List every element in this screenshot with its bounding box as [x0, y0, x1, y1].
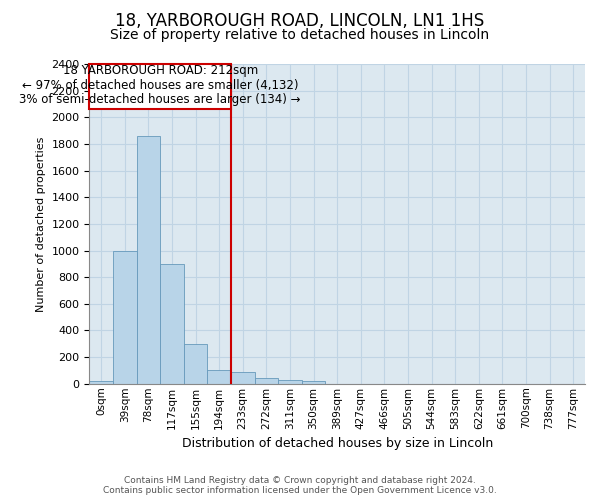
Bar — [89, 381, 113, 384]
Bar — [137, 136, 160, 384]
Bar — [278, 380, 302, 384]
FancyBboxPatch shape — [89, 64, 231, 110]
Text: ← 97% of detached houses are smaller (4,132): ← 97% of detached houses are smaller (4,… — [22, 79, 298, 92]
Bar — [231, 372, 254, 384]
Bar — [113, 250, 137, 384]
X-axis label: Distribution of detached houses by size in Lincoln: Distribution of detached houses by size … — [182, 437, 493, 450]
Bar — [160, 264, 184, 384]
Text: 3% of semi-detached houses are larger (134) →: 3% of semi-detached houses are larger (1… — [19, 94, 301, 106]
Bar — [302, 381, 325, 384]
Bar — [184, 344, 208, 384]
Text: Size of property relative to detached houses in Lincoln: Size of property relative to detached ho… — [110, 28, 490, 42]
Y-axis label: Number of detached properties: Number of detached properties — [36, 136, 46, 312]
Text: 18, YARBOROUGH ROAD, LINCOLN, LN1 1HS: 18, YARBOROUGH ROAD, LINCOLN, LN1 1HS — [115, 12, 485, 30]
Bar — [254, 378, 278, 384]
Bar — [208, 370, 231, 384]
Text: Contains HM Land Registry data © Crown copyright and database right 2024.
Contai: Contains HM Land Registry data © Crown c… — [103, 476, 497, 495]
Text: 18 YARBOROUGH ROAD: 212sqm: 18 YARBOROUGH ROAD: 212sqm — [62, 64, 258, 77]
